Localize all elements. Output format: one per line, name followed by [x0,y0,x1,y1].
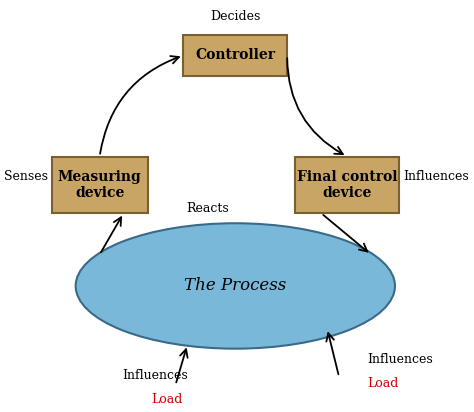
Ellipse shape [76,223,395,349]
FancyBboxPatch shape [52,157,147,213]
Text: Controller: Controller [195,48,275,62]
FancyBboxPatch shape [183,35,287,75]
Text: Load: Load [152,393,183,406]
FancyBboxPatch shape [295,157,399,213]
Text: The Process: The Process [184,277,286,295]
Text: Reacts: Reacts [186,202,229,215]
Text: Decides: Decides [210,10,261,23]
Text: Final control
device: Final control device [297,170,397,200]
Text: Influences: Influences [123,369,188,382]
Text: Senses: Senses [4,170,48,183]
Text: Influences: Influences [367,353,433,366]
Text: Measuring
device: Measuring device [58,170,141,200]
Text: Load: Load [367,377,398,390]
Text: Influences: Influences [403,170,469,183]
